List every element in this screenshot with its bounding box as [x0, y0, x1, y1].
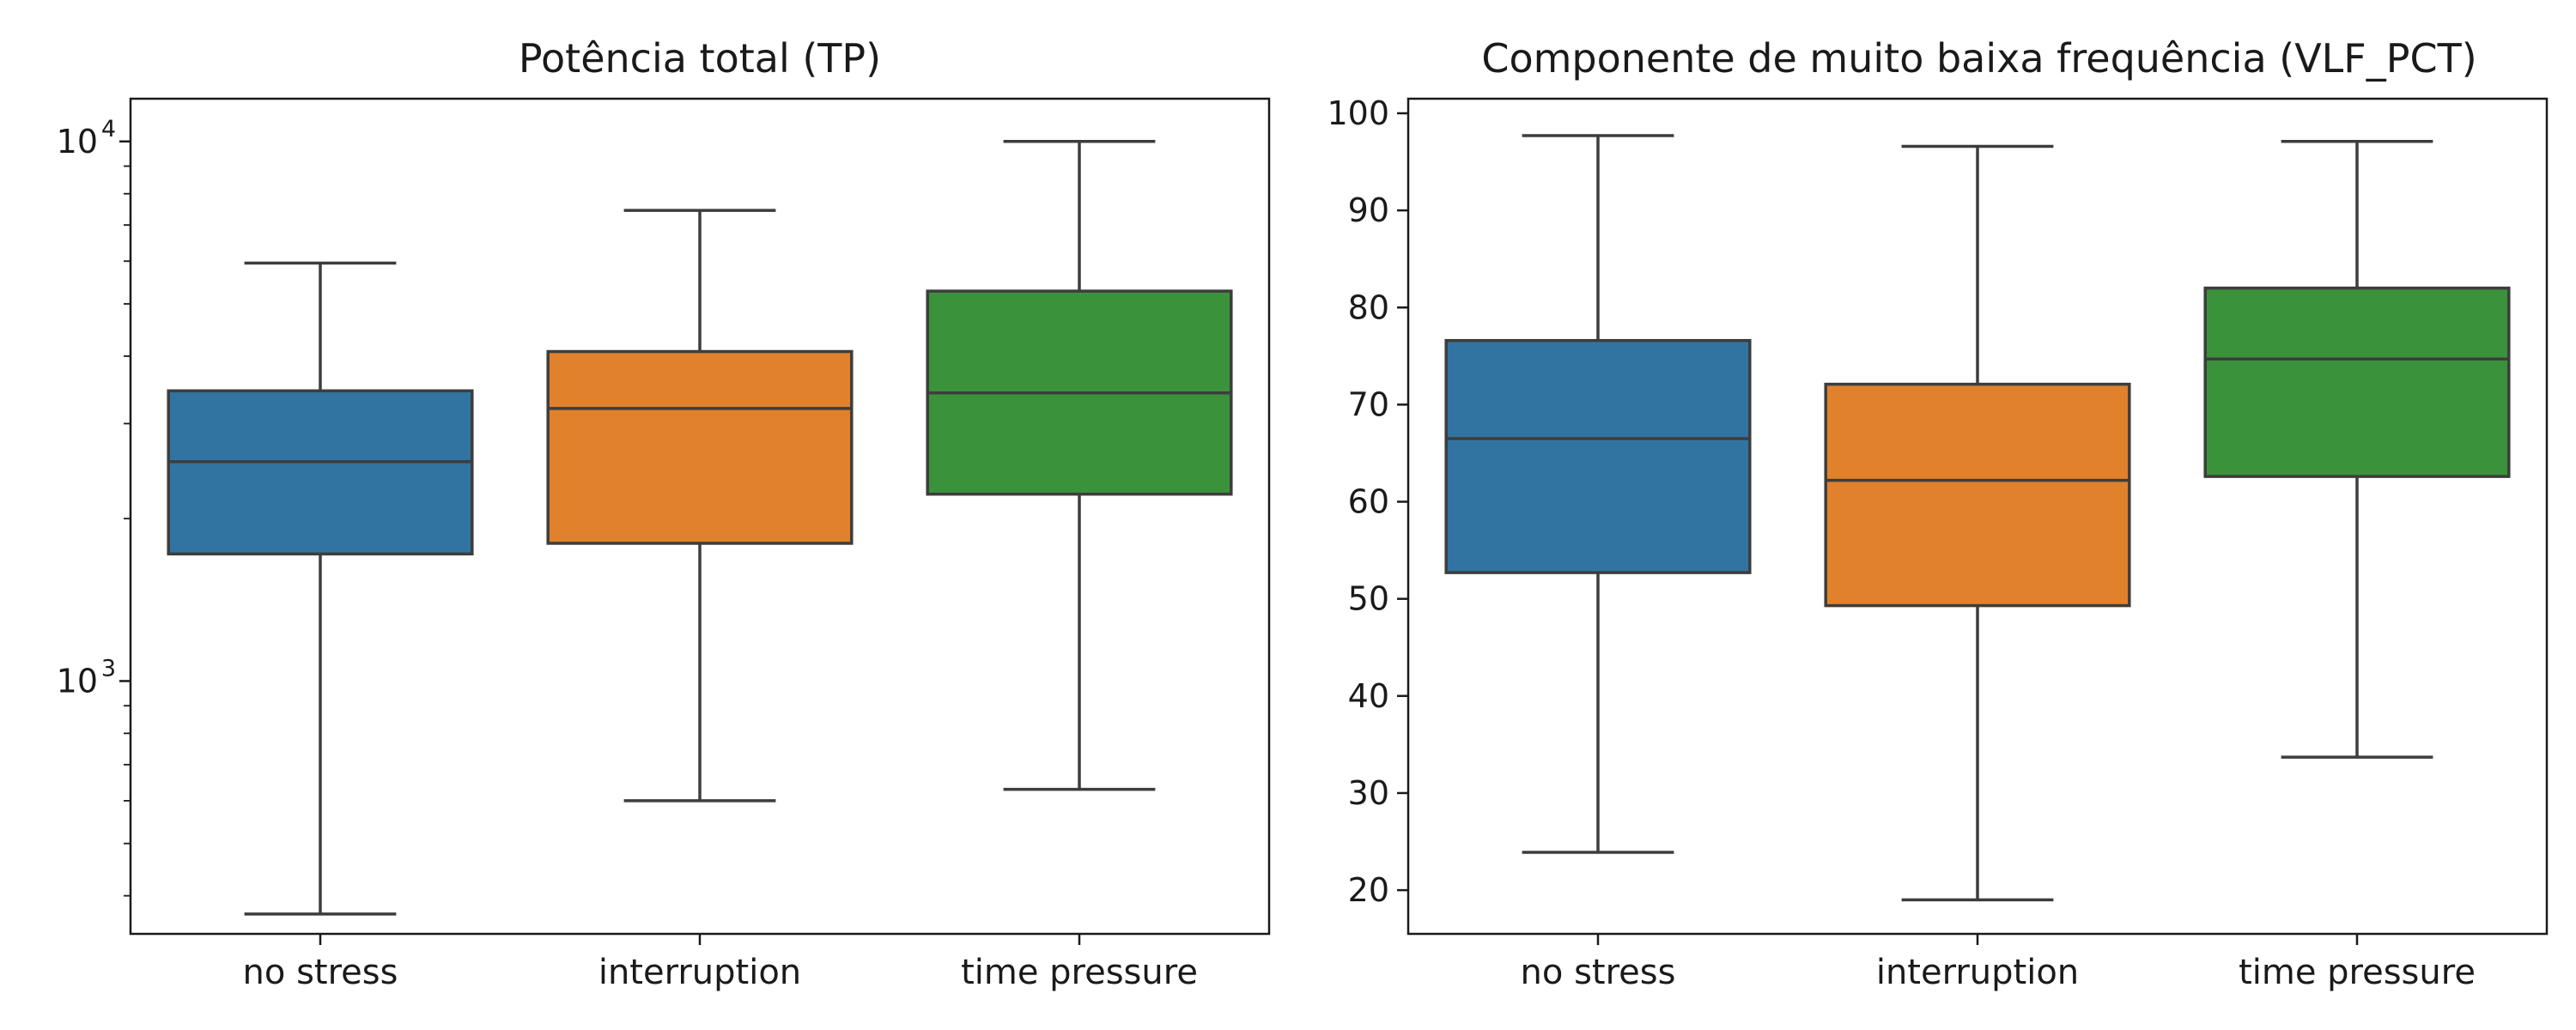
y-tick-label: 60 [1348, 483, 1389, 521]
y-axis: 20 30 40 50 60 70 80 90 100 [1327, 94, 1408, 909]
x-tick-label-interruption: interruption [598, 953, 801, 992]
plot-area [167, 140, 1233, 916]
iqr-box-interruption [546, 349, 854, 545]
y-tick-label: 50 [1348, 580, 1389, 618]
y-tick-label: 10 [57, 123, 98, 161]
box-time-pressure [926, 140, 1233, 791]
chart-title: Componente de muito baixa frequência (VL… [1481, 35, 2476, 82]
x-tick-label-interruption: interruption [1876, 953, 2079, 992]
y-tick-label: 10 [57, 662, 98, 700]
chart-title: Potência total (TP) [519, 35, 881, 82]
box-interruption [546, 209, 854, 803]
y-tick-label: 90 [1348, 191, 1389, 229]
y-tick-label: 20 [1348, 871, 1389, 909]
iqr-box-interruption [1824, 382, 2131, 608]
x-axis: no stress interruption time pressure [243, 934, 1198, 992]
y-tick-label: 100 [1327, 94, 1389, 132]
x-tick-label-time-pressure: time pressure [2239, 953, 2476, 992]
y-tick-label: 80 [1348, 288, 1389, 326]
x-tick-label-time-pressure: time pressure [961, 953, 1198, 992]
iqr-box-time-pressure [2203, 286, 2511, 478]
box-time-pressure [2203, 140, 2511, 759]
y-tick-label: 40 [1348, 677, 1389, 715]
x-tick-label-no-stress: no stress [243, 953, 398, 992]
box-interruption [1824, 144, 2131, 902]
y-tick-exponent: 4 [101, 116, 116, 142]
box-no-stress [167, 261, 474, 916]
plot-area [1444, 134, 2511, 902]
chart-vlf-pct: Componente de muito baixa frequência (VL… [1327, 35, 2549, 992]
axes-frame [1406, 97, 2549, 936]
box-no-stress [1444, 134, 1752, 854]
x-axis: no stress interruption time pressure [1521, 934, 2476, 992]
iqr-box-no-stress [167, 389, 474, 556]
x-tick-label-no-stress: no stress [1521, 953, 1676, 992]
y-tick-exponent: 3 [101, 655, 116, 682]
axes-frame [129, 97, 1271, 936]
y-tick-label: 70 [1348, 385, 1389, 423]
iqr-box-no-stress [1444, 338, 1752, 574]
y-tick-label: 30 [1348, 774, 1389, 812]
